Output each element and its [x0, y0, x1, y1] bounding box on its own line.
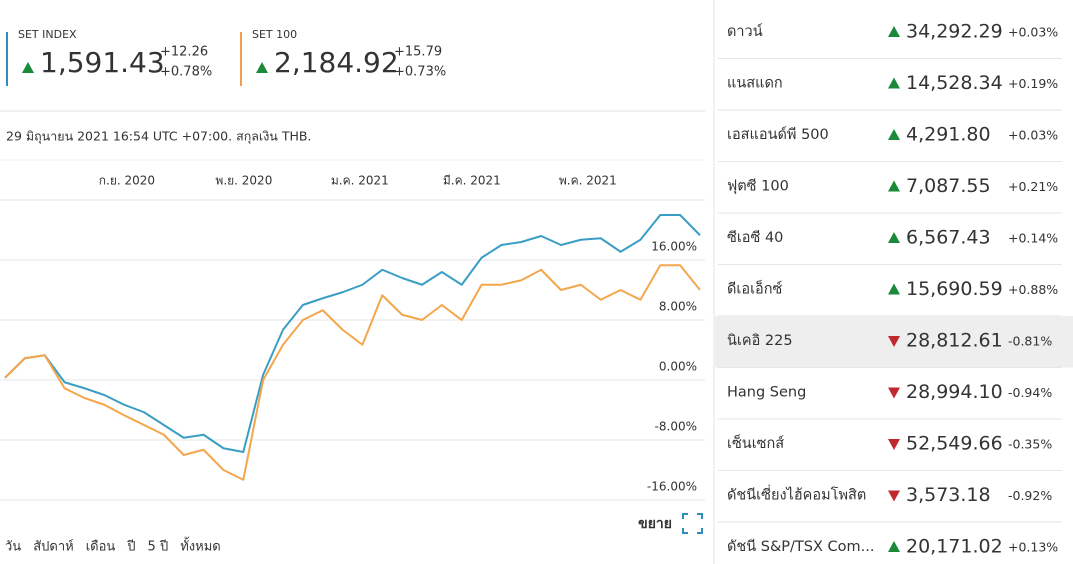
market-name: แนสแดก	[727, 76, 783, 92]
arrow-up	[888, 129, 900, 140]
market-row[interactable]: ดัชนีเซี่ยงไฮ้คอมโพสิต 3,573.18 -0.92%	[718, 484, 1062, 523]
ticker-change: +12.26	[160, 45, 208, 60]
timeframe-button[interactable]: 5 ปี	[148, 539, 169, 555]
series-line	[4, 264, 701, 481]
market-value: 28,812.61	[906, 330, 1003, 352]
market-change-pct: -0.92%	[1008, 488, 1052, 503]
market-change-pct: +0.14%	[1008, 231, 1058, 246]
market-value: 15,690.59	[906, 278, 1003, 300]
y-tick-label: 0.00%	[659, 360, 697, 374]
market-row[interactable]: ดีเอเอ็กซ์ 15,690.59 +0.88%	[718, 278, 1062, 317]
x-tick-label: ก.ย. 2020	[99, 174, 155, 188]
market-change-pct: +0.03%	[1008, 25, 1058, 40]
expand-label: ขยาย	[638, 516, 672, 532]
market-row[interactable]: ดาวน์ 34,292.29 +0.03%	[718, 21, 1062, 59]
market-name: นิเคอิ 225	[727, 333, 793, 349]
market-row[interactable]: ซีเอซี 40 6,567.43 +0.14%	[718, 227, 1062, 265]
timeframe-button[interactable]: ทั้งหมด	[180, 537, 221, 555]
market-change-pct: +0.88%	[1008, 282, 1058, 297]
market-row[interactable]: ฟุตซี 100 7,087.55 +0.21%	[718, 175, 1062, 214]
arrow-down	[888, 336, 900, 347]
arrow-down	[888, 387, 900, 399]
expand-icon	[682, 513, 703, 534]
timeframe-button[interactable]: วัน	[5, 540, 21, 555]
expand-button[interactable]: ขยาย	[638, 513, 703, 534]
market-row[interactable]: เอสแอนด์พี 500 4,291.80 +0.03%	[718, 124, 1062, 162]
x-tick-label: พ.ค. 2021	[559, 174, 617, 188]
ticker-bar	[6, 32, 8, 86]
ticker[interactable]: SET INDEX 1,591.43+12.26 +0.78%	[6, 28, 212, 86]
ticker-name: SET INDEX	[18, 28, 77, 41]
arrow-down	[888, 490, 900, 502]
market-value: 7,087.55	[906, 175, 991, 197]
x-tick-label: มี.ค. 2021	[443, 174, 501, 188]
market-value: 14,528.34	[906, 72, 1003, 94]
market-name: ดีเอเอ็กซ์	[727, 279, 783, 298]
ticker-value: 1,591.43	[40, 46, 165, 79]
x-tick-label: พ.ย. 2020	[215, 174, 272, 188]
ticker-value: 2,184.92	[274, 46, 399, 79]
market-value: 3,573.18	[906, 484, 991, 506]
arrow-up	[888, 232, 900, 243]
arrow-down	[888, 439, 900, 450]
arrow-up	[22, 62, 34, 73]
market-value: 6,567.43	[906, 227, 991, 249]
ticker[interactable]: SET 100 2,184.92+15.79 +0.73%	[240, 28, 446, 86]
y-tick-label: 16.00%	[651, 240, 697, 254]
market-name: Hang Seng	[727, 385, 806, 401]
ticker-name: SET 100	[252, 28, 297, 41]
market-row[interactable]: เซ็นเซกส์ 52,549.66 -0.35%	[718, 433, 1062, 471]
market-change-pct: -0.35%	[1008, 437, 1052, 452]
market-value: 4,291.80	[906, 124, 991, 146]
market-change-pct: -0.81%	[1008, 334, 1052, 349]
arrow-up	[888, 283, 900, 295]
market-change-pct: -0.94%	[1008, 385, 1052, 400]
market-value: 34,292.29	[906, 21, 1003, 43]
market-change-pct: +0.21%	[1008, 179, 1058, 194]
ticker-change-pct: +0.78%	[160, 65, 212, 80]
market-name: ซีเอซี 40	[727, 229, 783, 246]
market-row[interactable]: Hang Seng 28,994.10 -0.94%	[718, 381, 1062, 420]
x-tick-label: ม.ค. 2021	[331, 174, 389, 188]
y-tick-label: 8.00%	[659, 300, 697, 314]
market-name: เซ็นเซกส์	[727, 433, 784, 452]
market-value: 52,549.66	[906, 433, 1003, 455]
arrow-up	[888, 77, 900, 89]
series-line	[4, 214, 701, 453]
market-change-pct: +0.13%	[1008, 540, 1058, 555]
arrow-up	[256, 62, 268, 73]
market-row[interactable]: นิเคอิ 225 28,812.61 -0.81%	[715, 316, 1073, 368]
market-row[interactable]: แนสแดก 14,528.34 +0.19%	[718, 72, 1062, 111]
ticker-change: +15.79	[394, 45, 442, 60]
y-tick-label: -16.00%	[647, 480, 697, 494]
market-change-pct: +0.19%	[1008, 76, 1058, 91]
market-value: 20,171.02	[906, 536, 1003, 558]
arrow-up	[888, 180, 900, 192]
y-tick-label: -8.00%	[655, 420, 697, 434]
market-change-pct: +0.03%	[1008, 128, 1058, 143]
timeframe-button[interactable]: เดือน	[86, 539, 116, 555]
ticker-change-pct: +0.73%	[394, 65, 446, 80]
market-name: ดาวน์	[727, 23, 763, 40]
market-value: 28,994.10	[906, 381, 1003, 403]
market-name: ดัชนีเซี่ยงไฮ้คอมโพสิต	[727, 485, 866, 504]
market-name: เอสแอนด์พี 500	[727, 126, 829, 143]
market-row[interactable]: ดัชนี S&P/TSX Com... 20,171.02 +0.13%	[718, 536, 1062, 564]
arrow-up	[888, 541, 900, 552]
timestamp: 29 มิถุนายน 2021 16:54 UTC +07:00. สกุลเ…	[6, 129, 311, 145]
market-name: ดัชนี S&P/TSX Com...	[727, 538, 874, 555]
ticker-bar	[240, 32, 242, 86]
arrow-up	[888, 26, 900, 37]
timeframe-button[interactable]: สัปดาห์	[33, 539, 74, 555]
timeframe-button[interactable]: ปี	[126, 539, 135, 555]
market-name: ฟุตซี 100	[727, 178, 789, 195]
